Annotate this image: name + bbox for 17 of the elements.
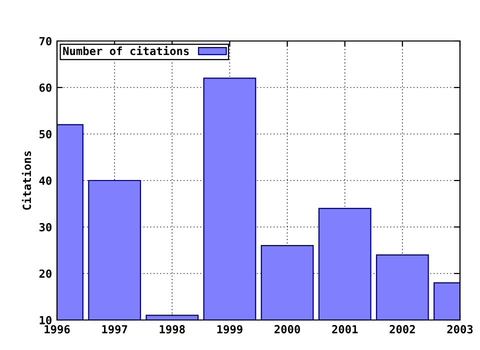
y-tick-label: 40 xyxy=(39,176,52,185)
y-axis-title: Citations xyxy=(22,151,32,210)
x-tick-label: 1997 xyxy=(102,325,128,334)
x-tick-label: 1999 xyxy=(217,325,242,334)
y-tick-label: 50 xyxy=(40,130,52,138)
x-tick-label: 2003 xyxy=(447,325,473,334)
x-tick-label: 2000 xyxy=(274,325,300,334)
x-tick-label: 1998 xyxy=(160,325,185,334)
x-tick-label: 2002 xyxy=(390,325,415,334)
y-tick-label: 20 xyxy=(39,269,52,278)
x-tick-label: 1996 xyxy=(44,325,70,334)
y-tick-label: 60 xyxy=(39,83,52,92)
legend-label: Number of citations xyxy=(63,46,189,56)
y-tick-label: 30 xyxy=(39,222,52,232)
x-tick-label: 2001 xyxy=(332,325,358,334)
y-tick-label: 10 xyxy=(40,316,52,324)
y-tick-label: 70 xyxy=(39,36,52,46)
